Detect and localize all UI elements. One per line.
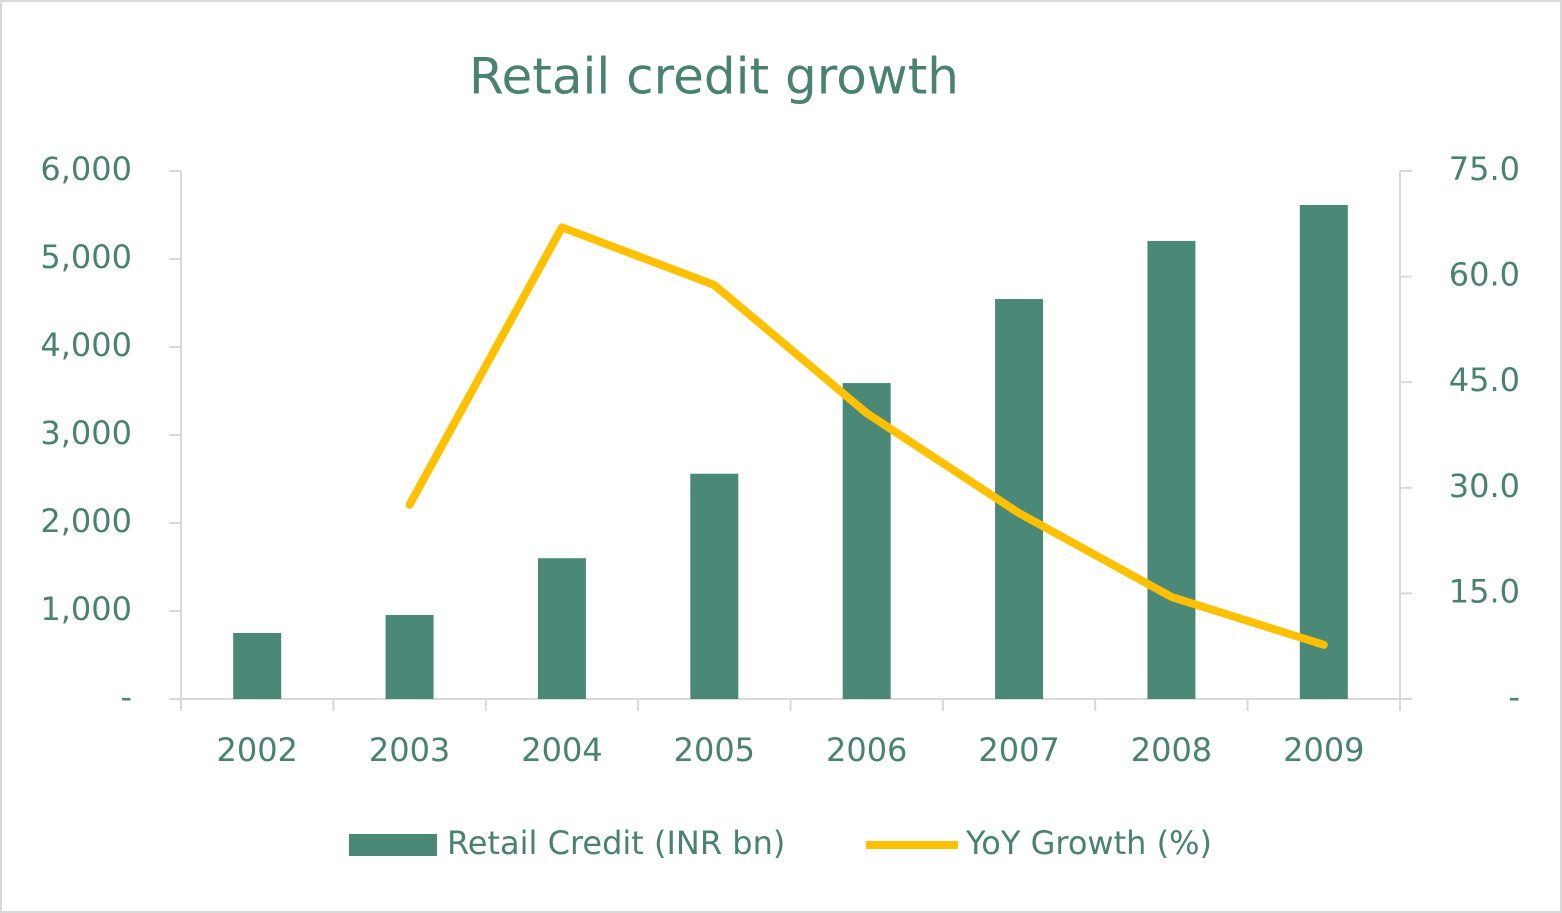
x-tick-label: 2002 bbox=[216, 731, 297, 769]
bar bbox=[842, 383, 891, 699]
x-tick-label: 2006 bbox=[826, 731, 907, 769]
y-tick-label: 3,000 bbox=[40, 414, 132, 452]
x-tick-label: 2003 bbox=[369, 731, 450, 769]
y-tick-label: 4,000 bbox=[40, 326, 132, 364]
y-tick-label: - bbox=[120, 678, 132, 716]
y-tick-label: 2,000 bbox=[40, 502, 132, 540]
y2-tick-label: - bbox=[1508, 678, 1520, 716]
line bbox=[405, 223, 1328, 649]
y2-tick-label: 75.0 bbox=[1449, 150, 1520, 188]
x-tick-label: 2008 bbox=[1131, 731, 1212, 769]
legend-label: Retail Credit (INR bn) bbox=[447, 824, 785, 862]
y-tick-label: 6,000 bbox=[40, 150, 132, 188]
bar bbox=[233, 633, 282, 699]
legend-label: YoY Growth (%) bbox=[965, 824, 1212, 862]
bar bbox=[1147, 240, 1196, 699]
bar bbox=[537, 558, 586, 699]
x-tick-label: 2004 bbox=[521, 731, 602, 769]
y2-tick-label: 15.0 bbox=[1449, 572, 1520, 610]
bar bbox=[1299, 204, 1348, 699]
y-tick-label: 5,000 bbox=[40, 238, 132, 276]
x-tick-label: 2007 bbox=[978, 731, 1059, 769]
bar bbox=[690, 473, 739, 699]
y2-tick-label: 45.0 bbox=[1449, 361, 1520, 399]
y2-tick-label: 30.0 bbox=[1449, 467, 1520, 505]
y2-tick-label: 60.0 bbox=[1449, 256, 1520, 294]
x-tick-label: 2009 bbox=[1283, 731, 1364, 769]
x-tick-label: 2005 bbox=[674, 731, 755, 769]
bar bbox=[385, 614, 434, 699]
y-tick-label: 1,000 bbox=[40, 590, 132, 628]
legend-swatch bbox=[349, 834, 437, 856]
chart-title: Retail credit growth bbox=[469, 48, 959, 106]
